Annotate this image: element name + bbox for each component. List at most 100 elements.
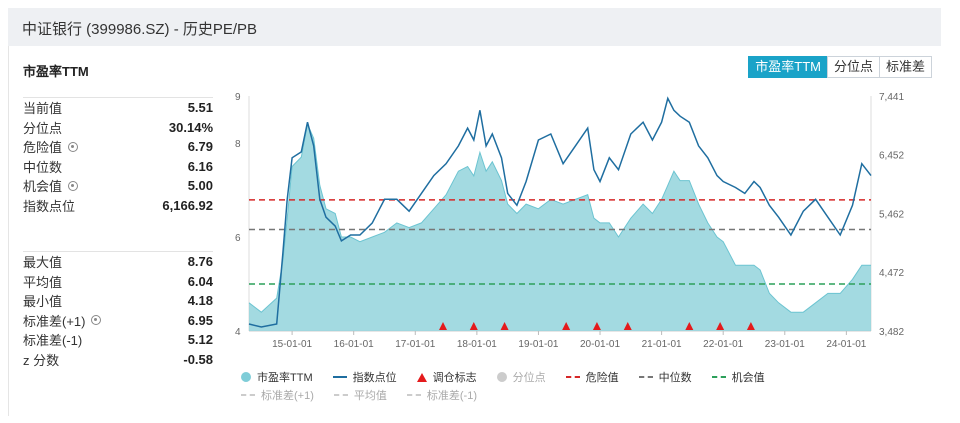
stat-row: 指数点位 6,166.92 xyxy=(23,196,213,216)
rebalance-marker xyxy=(746,322,755,330)
stat-value: 6.95 xyxy=(187,312,213,328)
x-tick-label: 15-01-01 xyxy=(272,339,312,350)
stat-value: 6,166.92 xyxy=(162,197,213,213)
legend-item[interactable]: 调仓标志 xyxy=(416,369,477,385)
legend-dash-icon xyxy=(638,376,653,378)
x-tick-label: 22-01-01 xyxy=(703,339,743,350)
legend-item[interactable]: 市盈率TTM xyxy=(241,369,313,385)
legend-dot-icon xyxy=(241,372,251,382)
stat-value: 5.51 xyxy=(187,100,213,116)
legend-item[interactable]: 中位数 xyxy=(638,369,692,385)
rebalance-marker xyxy=(438,322,447,330)
stat-value: 6.04 xyxy=(187,273,213,289)
stat-row: 当前值 5.51 xyxy=(23,98,213,118)
y-left-tick-label: 8 xyxy=(235,139,241,150)
stat-row: 最小值 4.18 xyxy=(23,291,213,311)
x-tick-label: 17-01-01 xyxy=(395,339,435,350)
stat-row: 机会值 5.00 xyxy=(23,176,213,196)
section-title: 市盈率TTM xyxy=(23,64,89,79)
gear-icon[interactable] xyxy=(91,315,102,326)
pe-area xyxy=(249,124,871,331)
legend-item[interactable]: 危险值 xyxy=(565,369,619,385)
stat-label: 分位点 xyxy=(23,120,63,136)
rebalance-marker xyxy=(469,322,478,330)
stat-row: 标准差(-1) 5.12 xyxy=(23,330,213,350)
stat-row: z 分数 -0.58 xyxy=(23,350,213,370)
stat-row: 危险值 6.79 xyxy=(23,137,213,157)
legend-item[interactable]: 平均值 xyxy=(333,387,387,403)
legend-dash-icon xyxy=(565,376,580,378)
rebalance-marker xyxy=(562,322,571,330)
stat-row: 分位点 30.14% xyxy=(23,118,213,138)
x-tick-label: 23-01-01 xyxy=(765,339,805,350)
metric-tabs: 市盈率TTM 分位点 标准差 xyxy=(748,56,932,78)
stat-label: 最大值 xyxy=(23,255,63,271)
stats-bottom: 最大值 8.76 平均值 6.04 最小值 4.18 标准差(+1) 6.95 标准差(… xyxy=(23,251,213,369)
y-left-tick-label: 4 xyxy=(235,327,241,338)
legend-label: 调仓标志 xyxy=(432,372,477,384)
stat-value: -0.58 xyxy=(183,351,213,367)
legend-label: 市盈率TTM xyxy=(257,372,313,384)
legend-label: 标准差(-1) xyxy=(426,390,477,402)
legend-label: 标准差(+1) xyxy=(261,390,314,402)
legend-item[interactable]: 标准差(+1) xyxy=(241,387,314,403)
x-tick-label: 24-01-01 xyxy=(826,339,866,350)
stats-top: 当前值 5.51 分位点 30.14% 危险值 6.79 中位数 6.16 机会值 5.0… xyxy=(23,97,213,215)
stat-label-wrap: 机会值 xyxy=(23,176,79,195)
y-right-tick-label: 6,452 xyxy=(879,151,904,162)
pe-card: 市盈率TTM 市盈率TTM 分位点 标准差 当前值 5.51 分位点 30.14% … xyxy=(8,46,941,416)
x-tick-label: 20-01-01 xyxy=(580,339,620,350)
stat-label: 危险值 xyxy=(23,140,63,156)
stat-label: z 分数 xyxy=(23,352,60,368)
legend-item[interactable]: 分位点 xyxy=(496,369,546,385)
stat-label: 标准差(+1) xyxy=(23,313,86,329)
tab-percentile[interactable]: 分位点 xyxy=(826,56,880,78)
legend-dash-icon xyxy=(406,394,421,396)
legend-row: 市盈率TTM 指数点位 调仓标志 分位点 危险值 中位数 机会值 xyxy=(241,368,881,386)
gear-icon[interactable] xyxy=(68,141,79,152)
legend-dash-icon xyxy=(241,394,255,396)
stat-value: 5.00 xyxy=(187,178,213,194)
stat-label-wrap: 标准差(+1) xyxy=(23,311,102,330)
y-right-tick-label: 5,462 xyxy=(879,209,904,220)
legend-item[interactable]: 指数点位 xyxy=(332,369,397,385)
x-tick-label: 19-01-01 xyxy=(518,339,558,350)
legend-item[interactable]: 机会值 xyxy=(711,369,765,385)
page-title: 中证银行 (399986.SZ) - 历史PE/PB xyxy=(22,21,258,38)
x-tick-label: 18-01-01 xyxy=(457,339,497,350)
stat-row: 中位数 6.16 xyxy=(23,157,213,177)
chart-legend: 市盈率TTM 指数点位 调仓标志 分位点 危险值 中位数 机会值 标准差(+1) 平均值 标准差… xyxy=(241,368,881,404)
page-header: 中证银行 (399986.SZ) - 历史PE/PB xyxy=(8,8,941,46)
stat-row: 最大值 8.76 xyxy=(23,252,213,272)
rebalance-marker xyxy=(716,322,725,330)
legend-item[interactable]: 标准差(-1) xyxy=(406,387,477,403)
stat-value: 4.18 xyxy=(187,293,213,309)
legend-row: 标准差(+1) 平均值 标准差(-1) xyxy=(241,386,881,404)
stat-row: 平均值 6.04 xyxy=(23,272,213,292)
legend-label: 中位数 xyxy=(658,372,692,384)
stat-value: 6.79 xyxy=(187,139,213,155)
legend-dash-icon xyxy=(711,376,726,378)
x-tick-label: 16-01-01 xyxy=(334,339,374,350)
tab-std[interactable]: 标准差 xyxy=(878,56,932,78)
y-left-tick-label: 9 xyxy=(235,92,241,103)
pe-chart[interactable]: 4 6 8 9 3,482 4,472 5,462 6,452 7,441 15-01-01 16-… xyxy=(219,86,939,364)
y-right-tick-label: 3,482 xyxy=(879,327,904,338)
index-line xyxy=(248,96,872,328)
tab-pe-ttm[interactable]: 市盈率TTM xyxy=(748,56,828,78)
stat-value: 5.12 xyxy=(187,332,213,348)
stat-label-wrap: 危险值 xyxy=(23,137,79,156)
legend-label: 指数点位 xyxy=(352,372,397,384)
rebalance-marker xyxy=(500,322,509,330)
y-right-tick-label: 7,441 xyxy=(879,92,904,103)
legend-label: 危险值 xyxy=(585,372,619,384)
stat-row: 标准差(+1) 6.95 xyxy=(23,311,213,331)
gear-icon[interactable] xyxy=(68,180,79,191)
stat-label: 当前值 xyxy=(23,101,63,117)
legend-dot-icon xyxy=(496,372,507,382)
stat-label: 指数点位 xyxy=(23,198,76,214)
stat-value: 6.16 xyxy=(187,158,213,174)
legend-label: 平均值 xyxy=(353,390,387,402)
y-left-tick-label: 6 xyxy=(235,233,241,244)
y-right-tick-label: 4,472 xyxy=(879,268,904,279)
